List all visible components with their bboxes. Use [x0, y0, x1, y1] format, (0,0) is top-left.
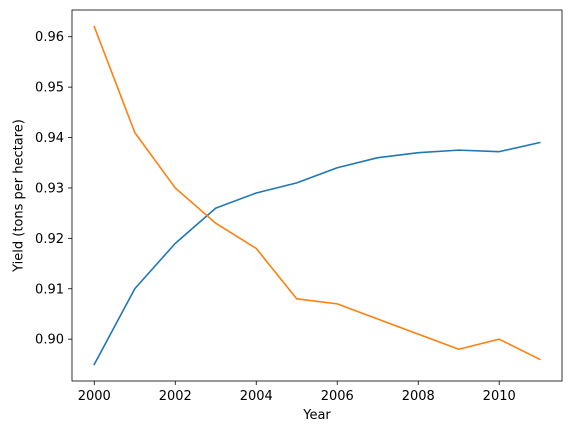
y-tick-label: 0.96 — [35, 30, 64, 45]
x-tick-label: 2002 — [159, 389, 192, 404]
y-tick-label: 0.92 — [35, 232, 64, 247]
y-tick-label: 0.94 — [35, 131, 64, 146]
y-axis-ticks: 0.90 0.91 0.92 0.93 0.94 0.95 0.96 — [35, 30, 72, 348]
y-tick-label: 0.91 — [35, 282, 64, 297]
y-tick-label: 0.95 — [35, 81, 64, 96]
series-layer — [93, 25, 541, 366]
x-tick-label: 2010 — [483, 389, 516, 404]
x-tick-label: 2008 — [402, 389, 435, 404]
y-tick-label: 0.93 — [35, 181, 64, 196]
x-tick-label: 2006 — [321, 389, 354, 404]
y-axis-label: Yield (tons per hectare) — [12, 119, 27, 273]
y-tick-label: 0.90 — [35, 333, 64, 348]
series-line-2 — [93, 25, 541, 361]
x-tick-label: 2000 — [78, 389, 111, 404]
x-axis-label: Year — [302, 408, 331, 423]
plot-area-frame — [71, 9, 563, 382]
x-axis-ticks: 2000 2002 2004 2006 2008 2010 — [78, 381, 516, 404]
series-line-1 — [93, 141, 541, 366]
x-tick-label: 2004 — [240, 389, 273, 404]
